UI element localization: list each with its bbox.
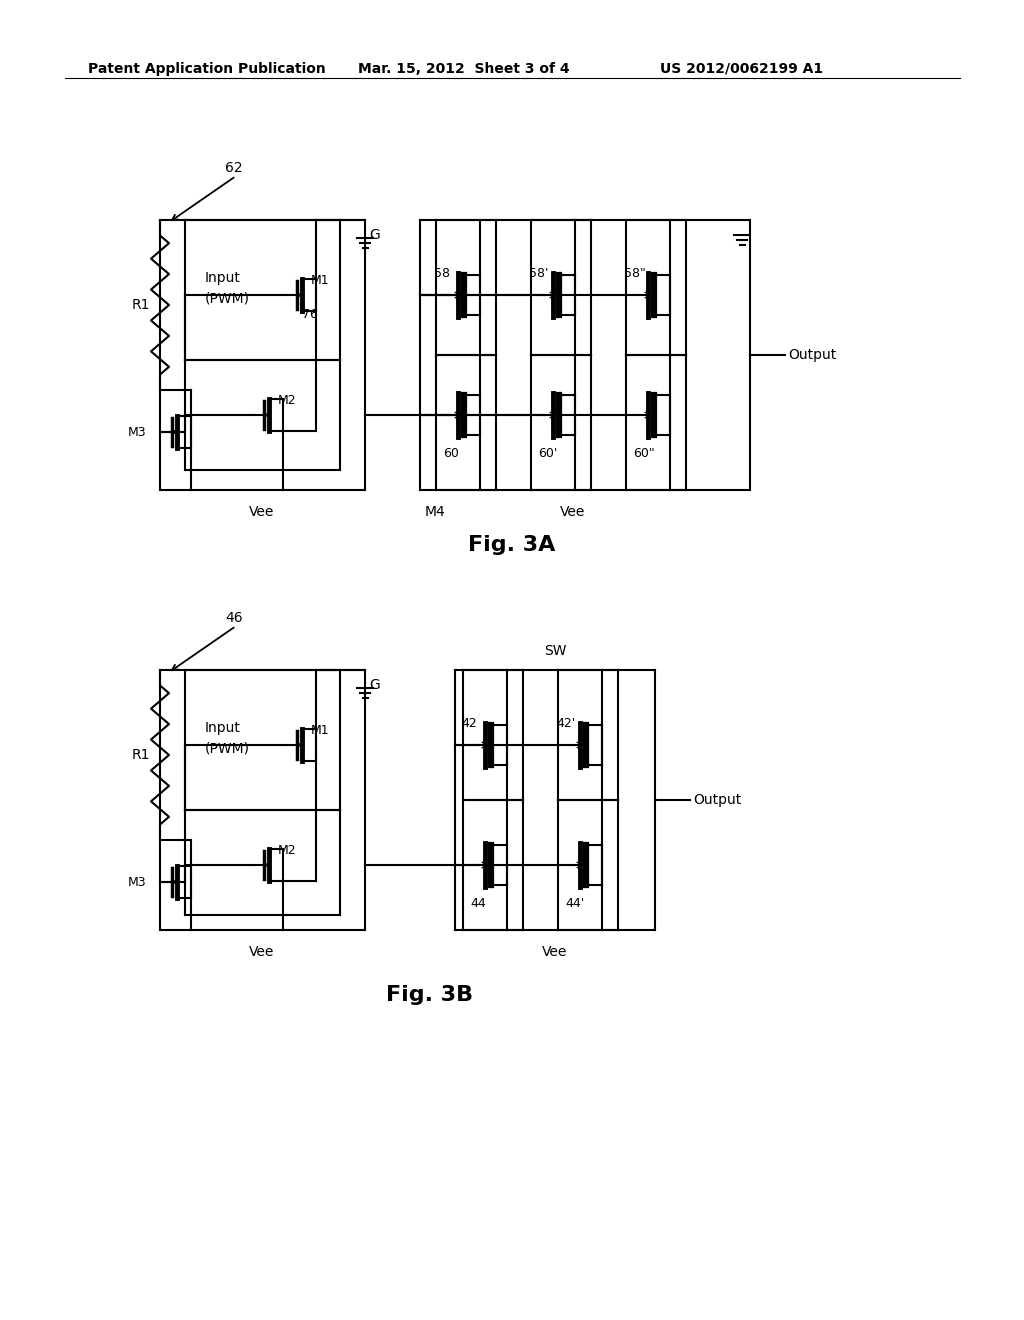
Text: Output: Output — [788, 348, 837, 362]
Text: Vee: Vee — [249, 945, 274, 960]
Text: (PWM): (PWM) — [205, 741, 250, 755]
Text: 42: 42 — [461, 717, 477, 730]
Text: Mar. 15, 2012  Sheet 3 of 4: Mar. 15, 2012 Sheet 3 of 4 — [358, 62, 569, 77]
Text: US 2012/0062199 A1: US 2012/0062199 A1 — [660, 62, 823, 77]
Text: Fig. 3B: Fig. 3B — [386, 985, 473, 1005]
Text: 58': 58' — [529, 267, 549, 280]
Text: R1: R1 — [132, 748, 151, 762]
Text: G: G — [369, 228, 380, 242]
Text: M2: M2 — [278, 843, 297, 857]
Text: 58: 58 — [434, 267, 450, 280]
Text: 76: 76 — [302, 309, 317, 322]
Text: G: G — [369, 678, 380, 692]
Text: M2: M2 — [278, 393, 297, 407]
Text: 60': 60' — [538, 447, 557, 459]
Text: Output: Output — [693, 793, 741, 807]
Text: M3: M3 — [128, 425, 146, 438]
Text: M1: M1 — [311, 275, 330, 286]
Text: 62: 62 — [225, 161, 243, 176]
Text: SW: SW — [544, 644, 566, 657]
Text: M4: M4 — [425, 506, 445, 519]
Text: 58": 58" — [624, 267, 646, 280]
Text: M3: M3 — [128, 875, 146, 888]
Text: 44': 44' — [565, 898, 585, 909]
Text: Vee: Vee — [560, 506, 586, 519]
Text: Fig. 3A: Fig. 3A — [468, 535, 556, 554]
Text: 46: 46 — [225, 611, 243, 624]
Text: Input: Input — [205, 271, 241, 285]
Text: 60: 60 — [443, 447, 459, 459]
Text: Input: Input — [205, 721, 241, 735]
Text: (PWM): (PWM) — [205, 290, 250, 305]
Text: Vee: Vee — [543, 945, 567, 960]
Text: 42': 42' — [556, 717, 575, 730]
Text: R1: R1 — [132, 298, 151, 312]
Text: M1: M1 — [311, 723, 330, 737]
Text: 44: 44 — [470, 898, 485, 909]
Text: 60": 60" — [633, 447, 654, 459]
Text: Patent Application Publication: Patent Application Publication — [88, 62, 326, 77]
Text: Vee: Vee — [249, 506, 274, 519]
